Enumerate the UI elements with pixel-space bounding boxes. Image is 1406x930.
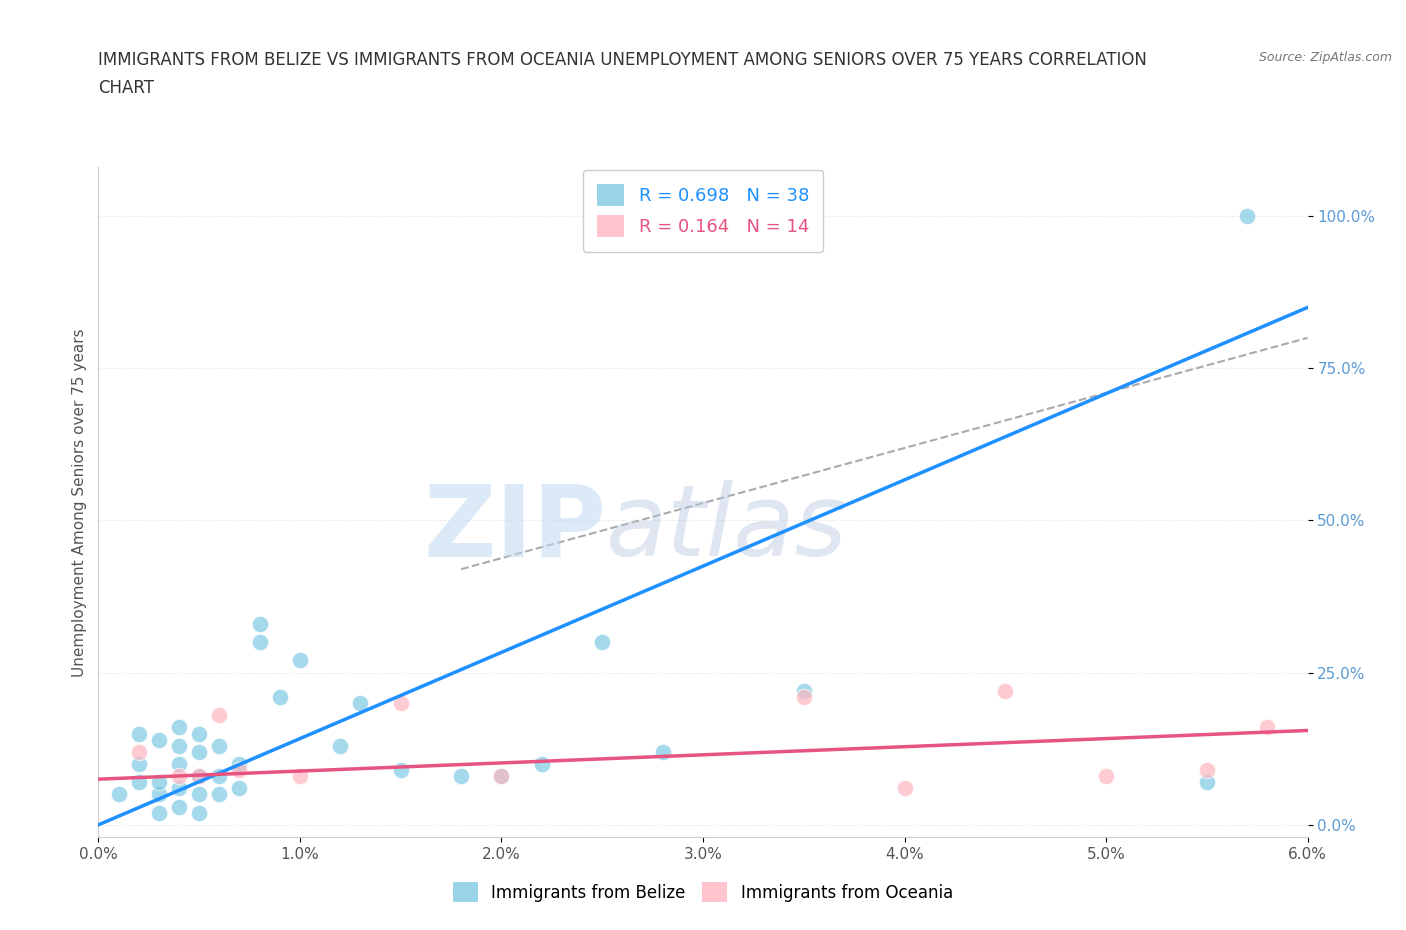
Point bbox=[107, 787, 129, 802]
Y-axis label: Unemployment Among Seniors over 75 years: Unemployment Among Seniors over 75 years bbox=[72, 328, 87, 676]
Point bbox=[329, 738, 352, 753]
Point bbox=[793, 689, 815, 704]
Point bbox=[167, 720, 190, 735]
Point bbox=[208, 769, 231, 784]
Text: ZIP: ZIP bbox=[423, 481, 606, 578]
Point bbox=[1195, 763, 1218, 777]
Point bbox=[249, 617, 271, 631]
Point bbox=[188, 726, 211, 741]
Text: atlas: atlas bbox=[606, 481, 848, 578]
Point bbox=[1256, 720, 1278, 735]
Point bbox=[228, 781, 250, 796]
Point bbox=[389, 763, 412, 777]
Point bbox=[1195, 775, 1218, 790]
Point bbox=[269, 689, 291, 704]
Point bbox=[994, 684, 1017, 698]
Point bbox=[349, 696, 371, 711]
Text: Source: ZipAtlas.com: Source: ZipAtlas.com bbox=[1258, 51, 1392, 64]
Point bbox=[228, 756, 250, 771]
Text: IMMIGRANTS FROM BELIZE VS IMMIGRANTS FROM OCEANIA UNEMPLOYMENT AMONG SENIORS OVE: IMMIGRANTS FROM BELIZE VS IMMIGRANTS FRO… bbox=[98, 51, 1147, 69]
Point bbox=[188, 769, 211, 784]
Point bbox=[450, 769, 472, 784]
Point bbox=[288, 653, 311, 668]
Point bbox=[491, 769, 513, 784]
Point bbox=[167, 756, 190, 771]
Point bbox=[208, 708, 231, 723]
Point bbox=[188, 769, 211, 784]
Point bbox=[651, 744, 673, 759]
Point bbox=[793, 684, 815, 698]
Point bbox=[167, 769, 190, 784]
Point bbox=[1236, 208, 1258, 223]
Point bbox=[591, 635, 613, 650]
Point bbox=[208, 787, 231, 802]
Point bbox=[148, 805, 170, 820]
Point bbox=[167, 738, 190, 753]
Point bbox=[491, 769, 513, 784]
Point bbox=[128, 726, 150, 741]
Point bbox=[208, 738, 231, 753]
Point bbox=[288, 769, 311, 784]
Point bbox=[128, 775, 150, 790]
Point bbox=[893, 781, 915, 796]
Point bbox=[128, 744, 150, 759]
Text: CHART: CHART bbox=[98, 79, 155, 97]
Point bbox=[188, 805, 211, 820]
Point bbox=[188, 744, 211, 759]
Legend: Immigrants from Belize, Immigrants from Oceania: Immigrants from Belize, Immigrants from … bbox=[446, 875, 960, 909]
Point bbox=[148, 732, 170, 747]
Point bbox=[228, 763, 250, 777]
Point bbox=[128, 756, 150, 771]
Point bbox=[167, 799, 190, 814]
Point bbox=[530, 756, 553, 771]
Point bbox=[389, 696, 412, 711]
Point bbox=[167, 781, 190, 796]
Point bbox=[148, 775, 170, 790]
Point bbox=[249, 635, 271, 650]
Point bbox=[188, 787, 211, 802]
Point bbox=[148, 787, 170, 802]
Point bbox=[1095, 769, 1118, 784]
